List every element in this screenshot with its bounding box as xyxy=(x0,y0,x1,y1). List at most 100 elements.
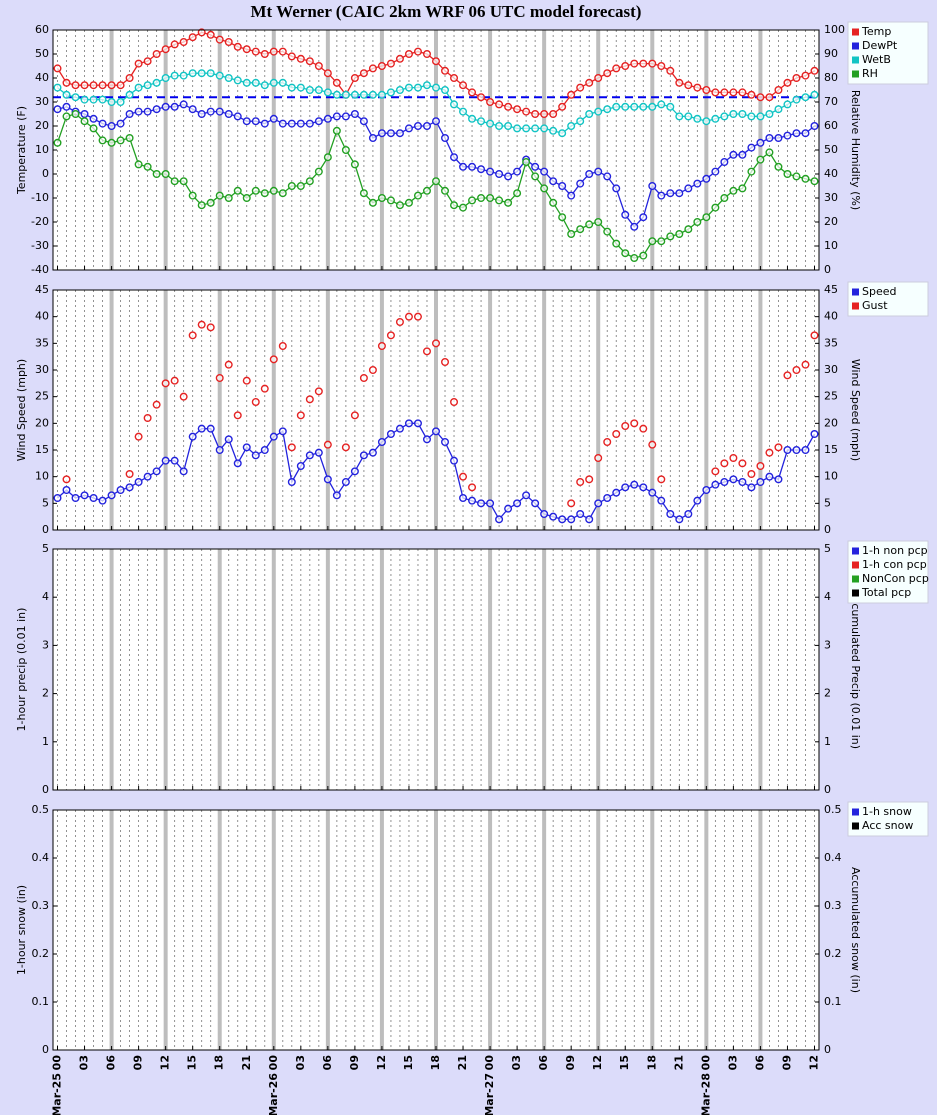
data-point xyxy=(729,150,738,159)
data-point xyxy=(242,78,251,87)
y-tick-label: 40 xyxy=(35,310,49,323)
data-point xyxy=(260,446,269,455)
data-point xyxy=(89,124,98,133)
data-point xyxy=(621,62,630,71)
data-point xyxy=(738,109,747,118)
data-point xyxy=(287,83,296,92)
data-point xyxy=(540,167,549,176)
data-point xyxy=(576,225,585,234)
data-point xyxy=(314,85,323,94)
data-point xyxy=(576,478,585,487)
data-point xyxy=(657,100,666,109)
data-point xyxy=(395,54,404,63)
data-point xyxy=(432,427,441,436)
x-tick-label: 06 xyxy=(105,1055,118,1071)
y-tick-label: 3 xyxy=(42,638,49,651)
data-point xyxy=(792,73,801,82)
data-point xyxy=(197,109,206,118)
data-point xyxy=(702,85,711,94)
data-point xyxy=(477,165,486,174)
data-point xyxy=(89,81,98,90)
data-point xyxy=(359,451,368,460)
y-tick-label: -20 xyxy=(31,215,49,228)
data-point xyxy=(233,42,242,51)
legend-label: 1-h non pcp xyxy=(862,544,928,557)
data-point xyxy=(495,121,504,130)
data-point xyxy=(287,119,296,128)
plot-border xyxy=(52,548,820,791)
data-point xyxy=(260,384,269,393)
data-point xyxy=(422,186,431,195)
data-point xyxy=(729,109,738,118)
data-point xyxy=(386,430,395,439)
y-tick-label: 35 xyxy=(35,336,49,349)
data-point xyxy=(468,483,477,492)
data-point xyxy=(278,78,287,87)
data-point xyxy=(350,109,359,118)
y2-tick-label: 10 xyxy=(824,239,838,252)
data-point xyxy=(332,491,341,500)
data-point xyxy=(504,121,513,130)
data-point xyxy=(504,102,513,111)
data-point xyxy=(71,93,80,102)
data-point xyxy=(738,478,747,487)
legend-label: 1-h con pcp xyxy=(862,558,927,571)
data-point xyxy=(395,201,404,210)
data-point xyxy=(630,102,639,111)
data-point xyxy=(314,62,323,71)
data-point xyxy=(558,102,567,111)
data-point xyxy=(215,35,224,44)
y2-tick-label: 5 xyxy=(824,496,831,509)
data-point xyxy=(612,102,621,111)
data-point xyxy=(549,126,558,135)
data-point xyxy=(386,88,395,97)
data-point xyxy=(738,88,747,97)
data-point xyxy=(161,169,170,178)
data-point xyxy=(630,222,639,231)
data-point xyxy=(224,360,233,369)
data-point xyxy=(630,480,639,489)
data-point xyxy=(612,430,621,439)
data-point xyxy=(404,419,413,428)
y2-tick-label: 40 xyxy=(824,167,838,180)
y2-tick-label: 40 xyxy=(824,310,838,323)
data-point xyxy=(314,167,323,176)
data-point xyxy=(377,438,386,447)
data-point xyxy=(585,220,594,229)
legend-swatch xyxy=(852,808,859,816)
data-point xyxy=(179,71,188,80)
data-point xyxy=(567,90,576,99)
data-point xyxy=(495,196,504,205)
data-point xyxy=(684,510,693,519)
data-point xyxy=(359,90,368,99)
data-point xyxy=(792,95,801,104)
data-point xyxy=(747,112,756,121)
data-point xyxy=(549,198,558,207)
x-tick-label: 06 xyxy=(537,1055,550,1071)
data-point xyxy=(206,424,215,433)
data-point xyxy=(738,459,747,468)
plot-border xyxy=(52,809,820,1051)
y2-tick-label: 60 xyxy=(824,119,838,132)
x-tick-label: 12 xyxy=(375,1055,388,1070)
data-point xyxy=(80,117,89,126)
y-tick-label: 4 xyxy=(42,590,49,603)
data-point xyxy=(567,229,576,238)
legend-label: WetB xyxy=(862,53,891,66)
data-point xyxy=(432,117,441,126)
data-point xyxy=(278,342,287,351)
data-point xyxy=(206,198,215,207)
data-point xyxy=(630,59,639,68)
data-point xyxy=(756,138,765,147)
data-point xyxy=(278,47,287,56)
data-point xyxy=(756,462,765,471)
data-point xyxy=(765,148,774,157)
data-point xyxy=(89,494,98,503)
legend-swatch xyxy=(852,547,859,555)
data-point xyxy=(107,97,116,106)
data-point xyxy=(62,90,71,99)
data-point xyxy=(459,472,468,481)
data-point xyxy=(215,374,224,383)
data-point xyxy=(134,83,143,92)
